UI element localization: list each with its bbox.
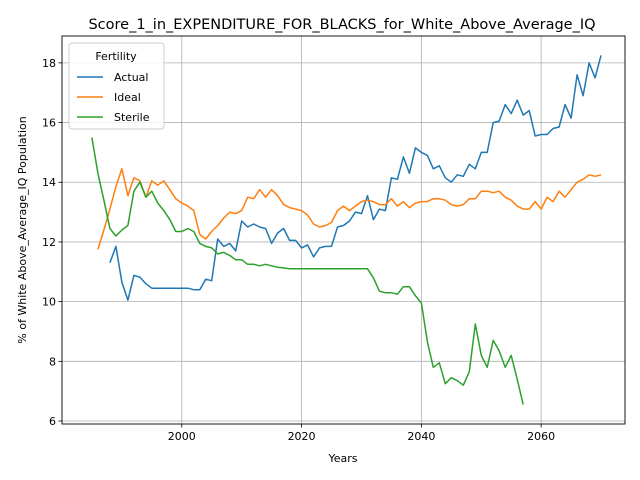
y-axis: 6 8 10 12 14 16 18 (42, 57, 62, 428)
legend-label: Ideal (114, 91, 141, 104)
y-tick-label: 6 (49, 415, 56, 428)
plot-frame (61, 35, 626, 425)
y-tick-label: 10 (42, 296, 56, 309)
legend: Fertility Actual Ideal Sterile (68, 42, 165, 130)
x-tick-label: 2020 (288, 430, 316, 443)
x-axis: 2000 2020 2040 2060 (168, 424, 555, 443)
y-tick-label: 14 (42, 176, 56, 189)
y-axis-label: % of White Above_Average_IQ Population (16, 116, 29, 343)
series-line-ideal (97, 168, 602, 250)
x-tick-label: 2040 (407, 430, 435, 443)
legend-box (68, 42, 165, 130)
legend-label: Sterile (114, 111, 150, 124)
legend-label: Actual (114, 71, 148, 84)
x-tick-label: 2000 (168, 430, 196, 443)
x-tick-label: 2060 (527, 430, 555, 443)
series-lines (91, 55, 602, 405)
y-tick-label: 18 (42, 57, 56, 70)
legend-title: Fertility (95, 50, 137, 63)
series-line-sterile (91, 137, 524, 405)
legend-entries: Actual Ideal Sterile (77, 71, 150, 124)
y-tick-label: 8 (49, 355, 56, 368)
series-line-actual (109, 55, 602, 301)
chart-title: Score_1_in_EXPENDITURE_FOR_BLACKS_for_Wh… (88, 17, 595, 33)
x-axis-label: Years (327, 452, 357, 465)
y-tick-label: 12 (42, 236, 56, 249)
y-tick-label: 16 (42, 117, 56, 130)
